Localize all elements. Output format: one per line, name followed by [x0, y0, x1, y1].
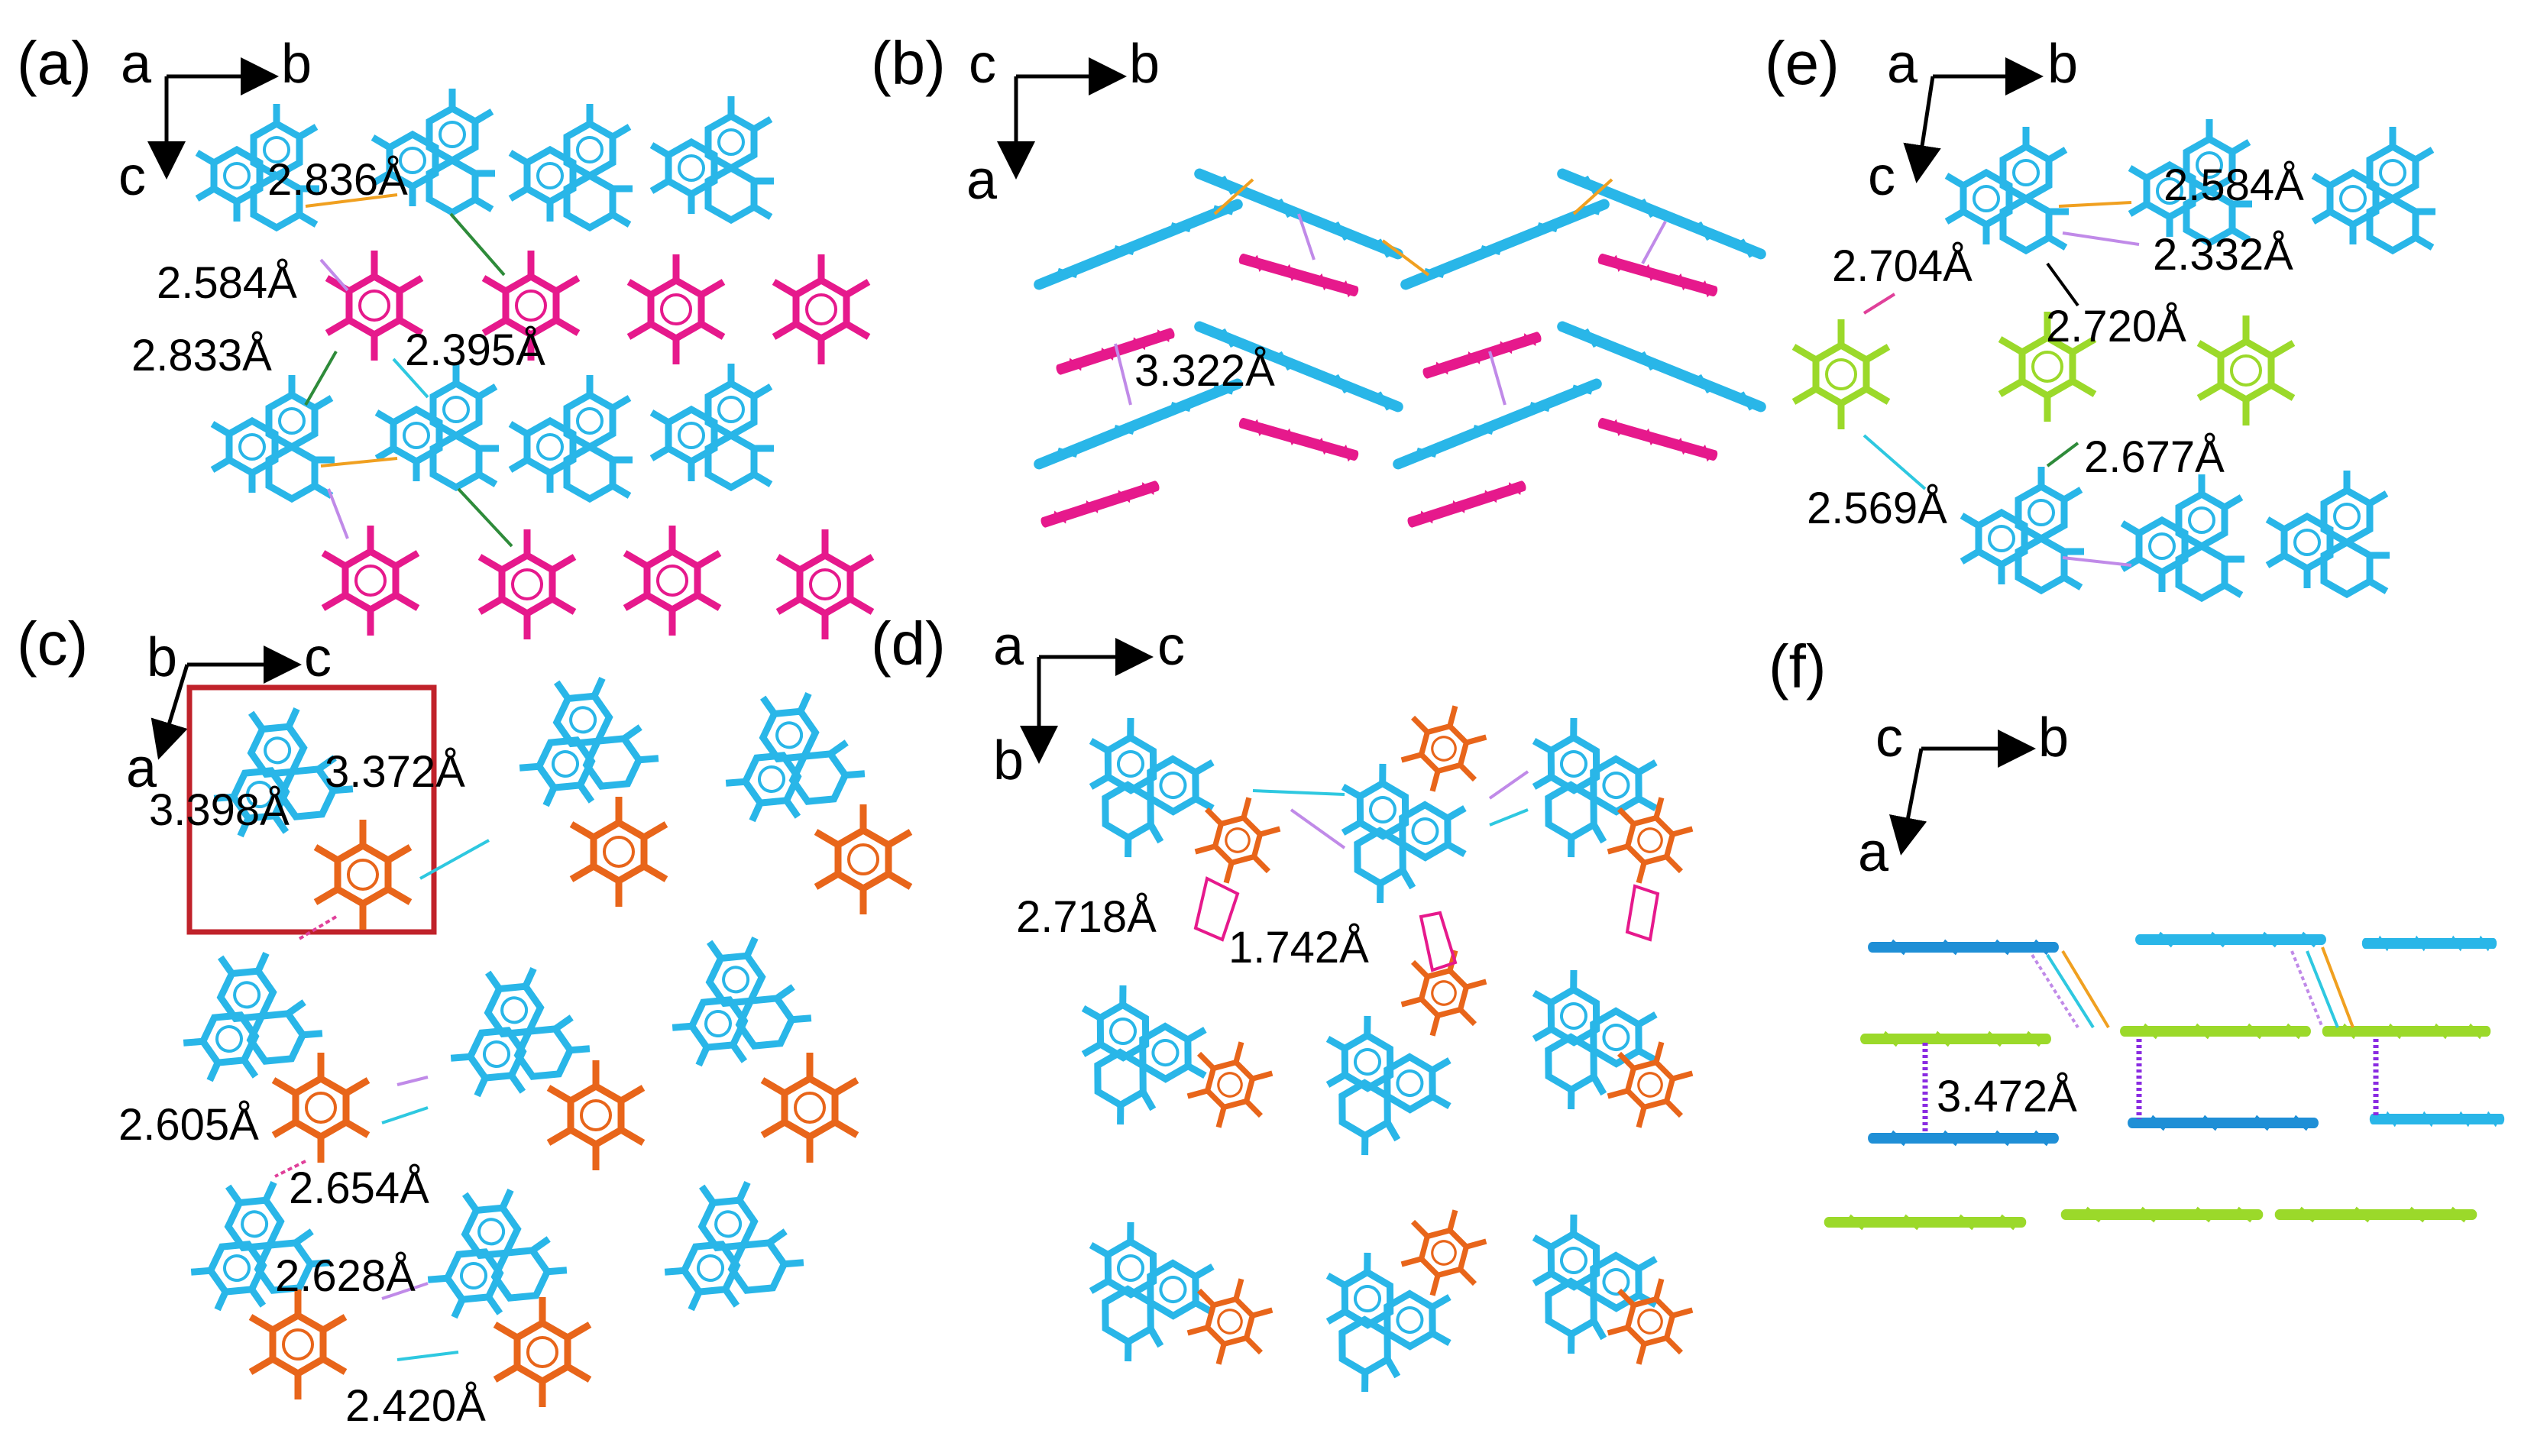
axis-indicator-a: a b c — [118, 34, 312, 207]
distance-label: 2.654Å — [289, 1163, 429, 1213]
distance-label: 2.677Å — [2084, 432, 2225, 482]
axis-indicator-e: a b c — [1868, 34, 2078, 207]
highlight-box — [186, 684, 437, 935]
axis-down-label: a — [126, 738, 157, 799]
panel-b: (b) c b a — [871, 29, 1763, 528]
distance-label: 1.742Å — [1228, 923, 1369, 972]
molecule-layer — [1058, 694, 1698, 1396]
distance-label: 3.398Å — [149, 785, 290, 835]
panel-e-label: (e) — [1765, 29, 1840, 97]
distance-label: 2.720Å — [2046, 302, 2186, 351]
axis-down-label: b — [993, 730, 1024, 791]
axis-origin-label: c — [969, 34, 996, 95]
axis-right-label: c — [304, 627, 332, 688]
panel-f: (f) c b a — [1769, 633, 2501, 1228]
distance-label: 3.472Å — [1937, 1072, 2077, 1121]
distance-label: 2.569Å — [1807, 484, 1947, 533]
molecule-layer — [1829, 933, 2501, 1228]
axis-right-label: b — [281, 34, 312, 95]
distance-label: 3.372Å — [325, 747, 465, 797]
axis-down-label: a — [966, 150, 998, 211]
panel-d: (d) a c b — [871, 610, 1698, 1396]
axis-origin-label: a — [1887, 34, 1918, 95]
distance-label: 2.628Å — [275, 1251, 416, 1301]
panel-a: (a) a b c — [17, 29, 872, 639]
distance-label: 2.584Å — [157, 258, 297, 308]
molecule-layer — [1794, 119, 2435, 598]
molecule-layer — [197, 89, 872, 639]
panel-e: (e) a b c 2.584Å 2.332Å — [1765, 29, 2435, 598]
distance-label: 2.704Å — [1832, 241, 1973, 291]
panel-c: (c) b c a — [17, 610, 911, 1431]
axis-origin-label: c — [1875, 707, 1903, 768]
axis-indicator-b: c b a — [966, 34, 1160, 211]
distance-label: 2.420Å — [345, 1381, 486, 1431]
panel-d-label: (d) — [871, 610, 946, 678]
axis-indicator-f: c b a — [1858, 707, 2069, 883]
molecule-layer — [155, 658, 911, 1407]
axis-down-label: c — [1868, 146, 1895, 207]
axis-right-label: c — [1157, 616, 1185, 677]
distance-label: 2.605Å — [118, 1100, 259, 1150]
axis-right-label: b — [2038, 707, 2069, 768]
panel-c-label: (c) — [17, 610, 88, 678]
distance-label: 3.322Å — [1134, 346, 1275, 396]
axis-origin-label: a — [993, 616, 1024, 677]
axis-down-label: a — [1858, 822, 1889, 883]
distance-label: 2.584Å — [2163, 160, 2304, 210]
molecule-layer — [1037, 168, 1763, 528]
axis-right-label: b — [1129, 34, 1160, 95]
distance-label: 2.395Å — [405, 325, 545, 375]
axis-indicator-c: b c a — [126, 627, 332, 799]
axis-origin-label: b — [147, 627, 177, 688]
distance-label: 2.718Å — [1016, 892, 1157, 942]
axis-down-label: c — [118, 146, 146, 207]
axis-indicator-d: a c b — [993, 616, 1185, 791]
axis-right-label: b — [2047, 34, 2078, 95]
panel-b-label: (b) — [871, 29, 946, 97]
axis-origin-label: a — [121, 34, 152, 95]
panel-f-label: (f) — [1769, 633, 1827, 700]
distance-label: 2.332Å — [2153, 230, 2293, 280]
panel-a-label: (a) — [17, 29, 92, 97]
distance-label: 2.836Å — [267, 155, 408, 205]
distance-label: 2.833Å — [131, 331, 272, 380]
